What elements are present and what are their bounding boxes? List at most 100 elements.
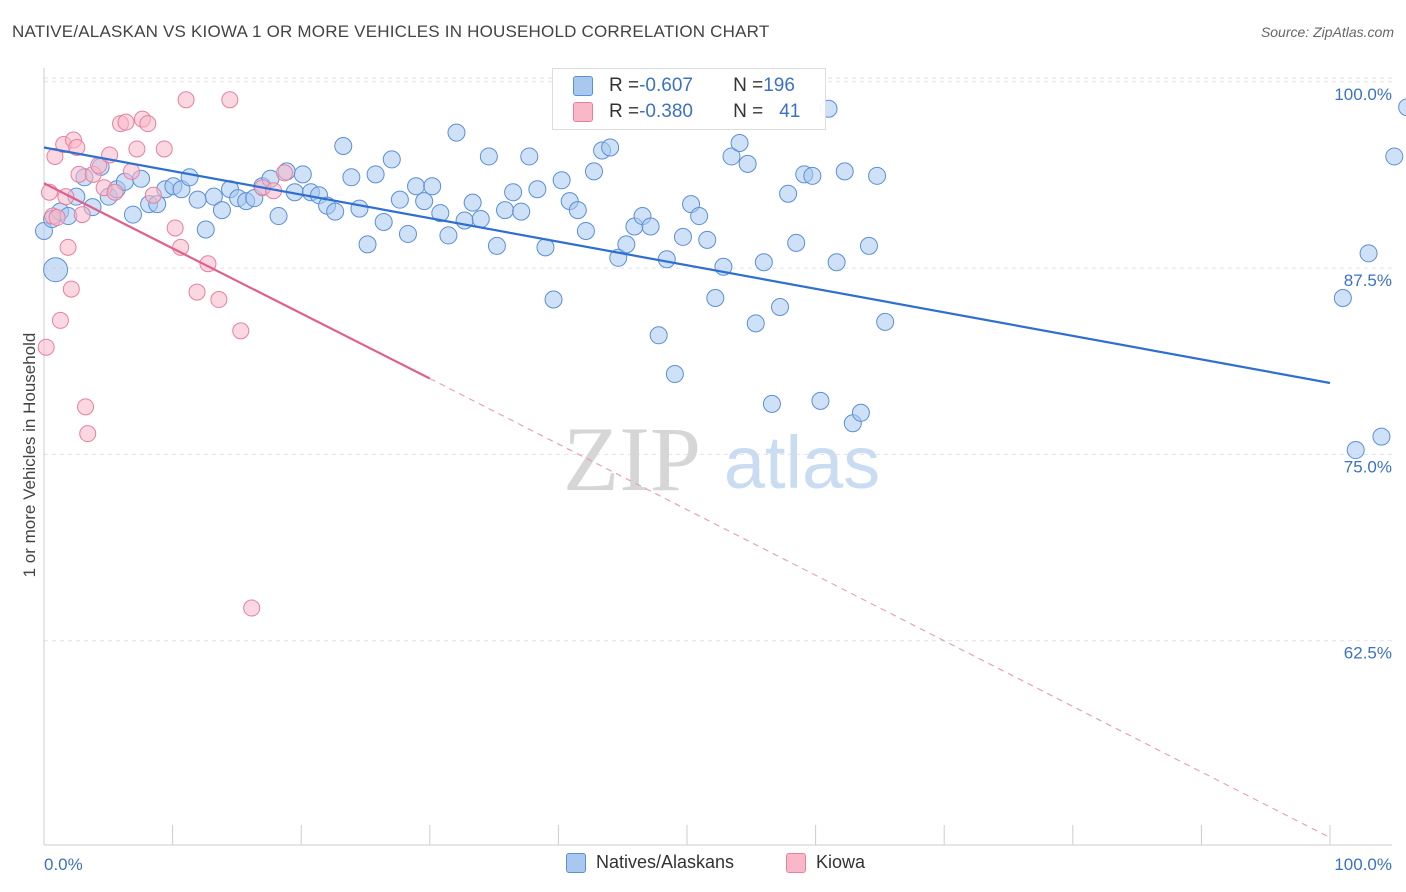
tick-labels: 100.0% 87.5% 75.0% 62.5% 0.0% 100.0% [44,85,1392,874]
point-natives [423,177,442,196]
point-kiowa [210,291,228,309]
legend-n-value: 196 [763,75,795,96]
legend-item-natives[interactable]: Natives/Alaskans [566,852,734,873]
point-natives [1346,441,1365,460]
point-natives [568,201,587,220]
point-natives [803,166,822,185]
point-kiowa [73,206,91,224]
point-natives [657,250,676,269]
point-natives [649,326,668,345]
point-natives [382,150,401,169]
point-kiowa [106,183,124,201]
legend-n-value: 41 [779,101,801,122]
point-natives [552,171,571,190]
y-tick-label: 87.5% [1344,271,1392,290]
y-tick-label: 75.0% [1344,457,1392,476]
x-tick-label: 0.0% [44,855,83,874]
point-natives [269,207,288,226]
point-natives [779,184,798,203]
legend-label-kiowa: Kiowa [816,852,866,872]
point-natives [496,201,515,220]
point-kiowa [79,425,97,443]
point-natives [641,217,660,236]
point-natives [1333,289,1352,308]
point-natives [859,236,878,255]
point-natives [342,168,361,187]
legend-row-natives: R = -0.607 N = 196 [573,74,795,98]
point-natives [722,147,741,166]
legend-r-label: R = [609,75,640,96]
point-natives [665,365,684,384]
point-natives [366,165,385,184]
point-natives [1359,244,1378,263]
point-natives [698,230,717,249]
point-natives [463,193,482,212]
legend-swatch-kiowa [786,852,806,873]
legend-r-value: -0.607 [639,75,693,96]
point-natives [528,180,547,199]
point-kiowa [70,165,88,183]
y-tick-label: 100.0% [1334,85,1392,104]
point-kiowa [243,599,261,617]
point-natives [673,227,692,246]
point-kiowa [51,311,69,329]
gridlines [44,77,1392,642]
point-natives [617,235,636,254]
point-natives [1372,427,1391,446]
legend-item-kiowa[interactable]: Kiowa [786,852,865,873]
legend-swatch-kiowa [573,102,593,122]
point-kiowa [48,209,66,227]
trend-line-kiowa-extrapolated [429,377,1331,839]
point-natives [390,190,409,209]
point-natives [851,403,870,422]
point-kiowa [117,113,135,131]
legend-n-label: N = [733,101,764,122]
point-natives [576,221,595,240]
point-natives [431,204,450,223]
point-kiowa [122,162,140,180]
point-natives [188,190,207,209]
legend-swatch-natives [573,76,593,96]
point-natives [730,134,749,153]
point-natives [771,297,790,316]
point-kiowa [144,186,162,204]
trend-line-kiowa [43,182,431,380]
point-kiowa [166,219,184,237]
point-natives [787,233,806,252]
point-natives [439,226,458,245]
point-natives [504,183,523,202]
point-natives [1385,147,1404,166]
correlation-legend: R = -0.607 N = 196 R = -0.380 N = 41 [552,68,826,130]
point-natives [746,314,765,333]
point-natives [398,224,417,243]
point-natives [358,235,377,254]
point-kiowa [275,164,293,182]
point-kiowa [188,283,206,301]
trend-line-natives [43,146,1331,385]
point-natives [407,177,426,196]
point-natives [584,162,603,181]
point-natives [601,138,620,157]
series-legend: Natives/Alaskans Kiowa [0,852,1406,876]
watermark-atlas: atlas [724,421,880,504]
point-natives [123,205,142,224]
point-natives [738,154,757,173]
legend-label-natives: Natives/Alaskans [596,852,735,872]
legend-swatch-natives [566,852,586,873]
point-kiowa [59,238,77,256]
point-kiowa [128,140,146,158]
point-natives [326,202,345,221]
point-natives [544,290,563,309]
watermark: ZIP atlas [563,408,880,510]
point-natives [196,220,215,239]
point-natives [43,257,69,283]
legend-r-label: R = [609,101,640,122]
point-natives [811,391,830,410]
point-kiowa [155,140,173,158]
point-kiowa [37,338,55,356]
point-natives [876,312,895,331]
point-natives [868,166,887,185]
chart-title: NATIVE/ALASKAN VS KIOWA 1 OR MORE VEHICL… [12,22,770,41]
point-natives [471,210,490,229]
